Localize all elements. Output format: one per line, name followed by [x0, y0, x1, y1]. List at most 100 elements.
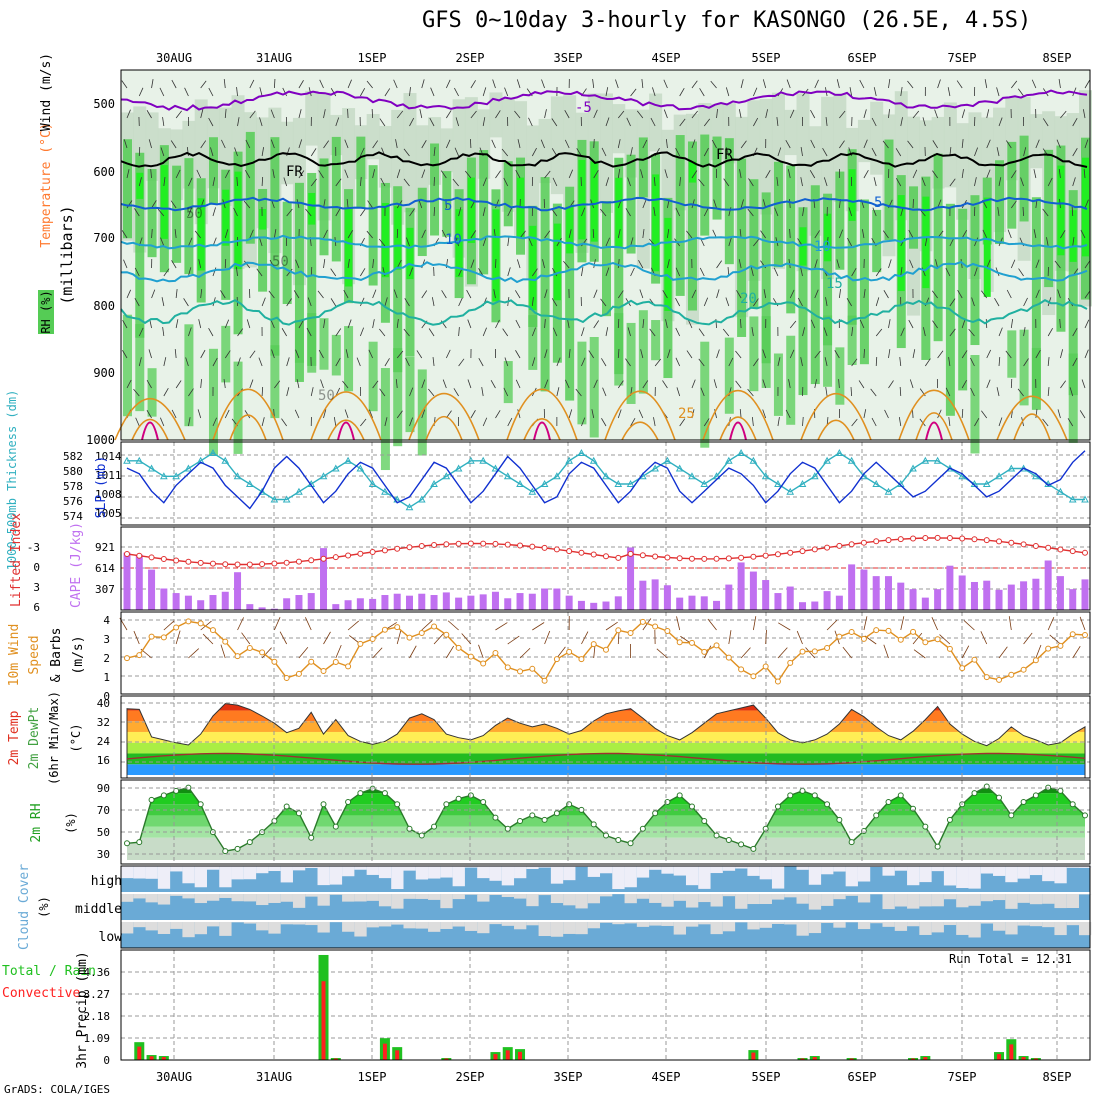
wind-barb [858, 380, 865, 389]
cape-bar [774, 593, 782, 610]
rh-shade-mid [835, 171, 845, 270]
pressure-tick: 800 [93, 299, 115, 313]
wind-barb [146, 410, 152, 419]
rh-shade-pale [943, 102, 957, 188]
wind-tick: 0 [103, 690, 110, 703]
wind-barb [802, 416, 804, 427]
wind-barb [654, 358, 662, 367]
wind-barb [138, 327, 144, 337]
cloud-cell [489, 894, 502, 895]
cloud-cell [206, 922, 220, 927]
thickness-line-marker [909, 464, 917, 472]
precip-convective-bar [849, 1058, 854, 1060]
thickness-line-marker [688, 472, 696, 480]
cloud-cell [256, 922, 269, 931]
wind-barb [286, 357, 290, 367]
wind-barb [1033, 169, 1037, 179]
cape-bar [148, 569, 156, 610]
cloud-cell [378, 894, 392, 907]
rh-line-marker [787, 792, 794, 799]
cloud-cell [833, 922, 846, 928]
lifted-index-line-marker [639, 552, 646, 559]
lifted-index-line-marker [541, 544, 548, 551]
wind-barb [617, 409, 622, 419]
wind-barb [1084, 80, 1090, 89]
wind-barb [396, 350, 404, 359]
wind-barb-10m [931, 617, 938, 631]
temp-contour-25 [702, 390, 774, 441]
wind-barb [429, 117, 435, 127]
wind-speed-line-marker [590, 641, 597, 648]
wind-barb [1010, 80, 1018, 89]
wind-barb [723, 178, 730, 187]
cloud-cell [133, 866, 146, 879]
wind-barb [740, 140, 747, 149]
thickness-line-marker [270, 495, 279, 503]
rh-line-marker [615, 836, 622, 843]
wind-barb [295, 259, 300, 269]
lifted-index-line-marker [848, 541, 855, 548]
wind-barb [665, 319, 668, 329]
wind-barb [740, 199, 744, 209]
cape-bar [553, 588, 561, 610]
wind-barb [601, 358, 607, 367]
wind-barb [281, 328, 288, 337]
wind-barb [135, 417, 140, 427]
cloud-cell [268, 894, 281, 903]
wind-barb [359, 147, 365, 157]
cloud-cell [600, 922, 613, 923]
wind-barb [409, 208, 415, 217]
wind-barb [900, 117, 903, 127]
wind-speed-line-marker [996, 676, 1003, 683]
wind-barb [662, 290, 668, 299]
wind-barb [908, 319, 914, 329]
cloud-cell [317, 894, 330, 906]
rh-line-marker [738, 841, 745, 848]
rh-shade-lower [368, 341, 378, 412]
wind-barb [575, 388, 582, 397]
thickness-tick: 574 [63, 510, 83, 523]
wind-speed-line-marker [750, 673, 757, 680]
wind-barb [601, 147, 607, 157]
wind-barb [925, 358, 931, 367]
rh-shade-bright [492, 209, 500, 302]
rh-shade-mid [1019, 135, 1029, 222]
lifted-index-line-marker [603, 553, 609, 560]
rh-shade-mid [675, 135, 685, 296]
wind-barb [1035, 289, 1040, 299]
wind-barb [258, 237, 263, 247]
wind-barb [123, 259, 128, 269]
wind-barb [592, 228, 595, 239]
wind-barb [188, 207, 193, 217]
cloud-cell [206, 894, 220, 901]
wind-barb [403, 178, 410, 187]
cloud-cell [943, 922, 957, 926]
thickness-line-marker [847, 456, 856, 464]
wind-barb [1084, 290, 1091, 299]
thickness-line [127, 452, 1085, 509]
cloud-cell [685, 866, 699, 886]
wind-barb [372, 319, 375, 329]
thickness-line-marker [823, 456, 831, 464]
lifted-index-label: Lifted Index [9, 513, 24, 607]
rh-shade-bright [160, 165, 168, 239]
wind-barb [593, 138, 595, 149]
wind-barb [739, 318, 742, 329]
wind-barb [899, 386, 902, 397]
cloud-cell [1042, 866, 1055, 882]
wind-barb [419, 109, 423, 119]
wind-barb [421, 169, 426, 179]
wind-barb [948, 357, 951, 367]
wind-barb [121, 80, 128, 89]
date-label-bottom: 1SEP [358, 1070, 387, 1084]
wind-speed-line-marker [885, 627, 892, 634]
wind-barb [1067, 418, 1074, 427]
wind-barb [372, 140, 379, 149]
wind-barb [360, 418, 367, 427]
rh-line-marker [124, 840, 130, 847]
wind-barb [823, 177, 828, 187]
rh-shade-lower [208, 348, 218, 456]
wind-barb [171, 409, 177, 419]
cloud-cell [882, 922, 895, 927]
wind-barb [1079, 410, 1086, 419]
